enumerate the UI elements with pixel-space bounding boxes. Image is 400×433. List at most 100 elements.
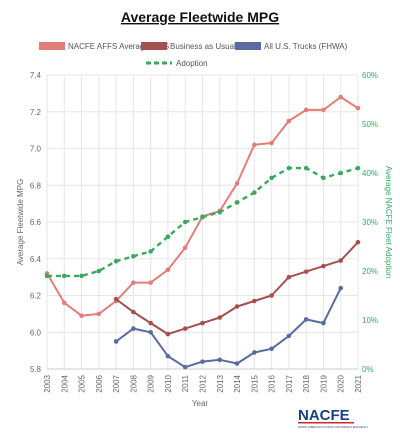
data-point xyxy=(182,219,188,225)
y2-tick-label: 0% xyxy=(362,365,374,374)
data-point xyxy=(165,331,171,337)
title-layer: Average Fleetwide MPG xyxy=(121,9,279,25)
data-point xyxy=(338,170,344,176)
series-line xyxy=(115,287,342,369)
data-point xyxy=(131,253,136,259)
logo-text: NACFE xyxy=(298,407,350,424)
data-point xyxy=(96,268,102,274)
data-point xyxy=(252,190,257,195)
axes: 5.8 6.0 6.2 6.4 6.6 6.8 7.0 7.2 7.4 0% 10% 20% 30% 40… xyxy=(30,71,378,393)
x-tick-label: 2005 xyxy=(78,374,87,392)
legend-label: NACFE AFFS Average MPG xyxy=(68,42,169,51)
legend-label: Business as Usual xyxy=(170,42,236,51)
data-point xyxy=(269,140,274,146)
data-point xyxy=(148,320,153,326)
x-tick-label: 2004 xyxy=(60,374,69,392)
data-point xyxy=(217,357,223,363)
x-tick-label: 2011 xyxy=(181,374,190,392)
logo-underline xyxy=(298,422,354,424)
axis-titles: Year Average Fleetwide MPG Average NACFE… xyxy=(16,166,393,408)
grid xyxy=(46,74,359,370)
y2-tick-label: 50% xyxy=(362,120,378,129)
legend-item[interactable]: Business as Usual xyxy=(141,42,236,51)
x-tick-label: 2007 xyxy=(112,374,121,392)
x-tick-label: 2014 xyxy=(233,374,242,392)
x-axis-title: Year xyxy=(192,399,209,408)
data-point xyxy=(286,333,292,339)
data-point xyxy=(303,107,309,113)
data-point xyxy=(252,350,257,355)
x-tick-label: 2003 xyxy=(43,374,52,392)
data-point xyxy=(269,293,274,298)
data-point xyxy=(338,258,344,263)
y2-tick-label: 20% xyxy=(362,267,378,276)
data-point xyxy=(79,313,84,319)
data-point xyxy=(234,361,240,366)
data-point xyxy=(321,107,326,113)
data-point xyxy=(165,234,171,239)
y2-tick-label: 60% xyxy=(362,71,378,80)
y-tick-label: 7.0 xyxy=(30,145,42,154)
data-point xyxy=(321,263,326,269)
logo-tagline: NORTH AMERICAN COUNCIL FOR FREIGHT EFFIC… xyxy=(298,425,368,429)
legend-item[interactable]: NACFE AFFS Average MPG xyxy=(39,42,169,51)
data-point xyxy=(200,320,205,326)
x-tick-label: 2021 xyxy=(354,374,363,392)
x-tick-label: 2019 xyxy=(319,374,328,392)
data-point xyxy=(321,320,326,326)
x-tick-label: 2018 xyxy=(302,374,311,392)
data-point xyxy=(182,245,188,251)
y-tick-label: 6.0 xyxy=(30,328,42,337)
legend-item[interactable]: Adoption xyxy=(146,59,208,68)
data-point xyxy=(303,165,309,171)
legend-swatch xyxy=(235,42,261,50)
data-point xyxy=(234,304,240,309)
x-tick-label: 2010 xyxy=(164,374,173,392)
legend-label: All U.S. Trucks (FHWA) xyxy=(264,42,348,51)
legend-swatch xyxy=(39,42,65,50)
nacfe-logo: NACFE NORTH AMERICAN COUNCIL FOR FREIGHT… xyxy=(298,407,368,429)
y-tick-label: 7.4 xyxy=(30,71,42,80)
data-point xyxy=(303,317,309,322)
y-tick-label: 7.2 xyxy=(30,108,42,117)
data-point xyxy=(148,249,153,254)
data-point xyxy=(113,296,119,302)
x-tick-label: 2009 xyxy=(147,374,156,392)
x-tick-label: 2006 xyxy=(95,374,104,392)
data-point xyxy=(113,258,119,264)
data-point xyxy=(148,280,153,285)
x-tick-label: 2012 xyxy=(199,374,208,392)
data-point xyxy=(286,274,292,280)
data-point xyxy=(165,353,171,359)
data-point xyxy=(338,94,344,100)
data-point xyxy=(303,269,309,274)
data-point xyxy=(131,309,136,315)
data-point xyxy=(286,165,292,171)
y-tick-label: 6.8 xyxy=(30,181,42,190)
data-point xyxy=(44,273,50,279)
legend[interactable]: NACFE AFFS Average MPG Business as Usual A… xyxy=(39,42,348,68)
x-tick-label: 2015 xyxy=(250,374,259,392)
data-point xyxy=(269,346,274,352)
data-point xyxy=(355,239,361,245)
data-point xyxy=(182,364,188,370)
data-point xyxy=(61,300,67,306)
series-all-u-s-trucks-fhwa xyxy=(113,285,344,370)
legend-swatch xyxy=(141,42,167,50)
y2-axis-title: Average NACFE Fleet Adoption xyxy=(384,166,393,278)
x-tick-label: 2020 xyxy=(337,374,346,392)
data-point xyxy=(217,209,223,215)
data-point xyxy=(286,118,292,124)
data-point xyxy=(200,214,205,220)
data-point xyxy=(165,267,171,273)
data-point xyxy=(113,339,119,344)
y2-tick-label: 30% xyxy=(362,218,378,227)
x-tick-label: 2008 xyxy=(129,374,138,392)
data-point xyxy=(234,181,240,186)
x-tick-label: 2013 xyxy=(216,374,225,392)
legend-item[interactable]: All U.S. Trucks (FHWA) xyxy=(235,42,348,51)
data-point xyxy=(234,200,240,205)
data-point xyxy=(96,311,102,317)
